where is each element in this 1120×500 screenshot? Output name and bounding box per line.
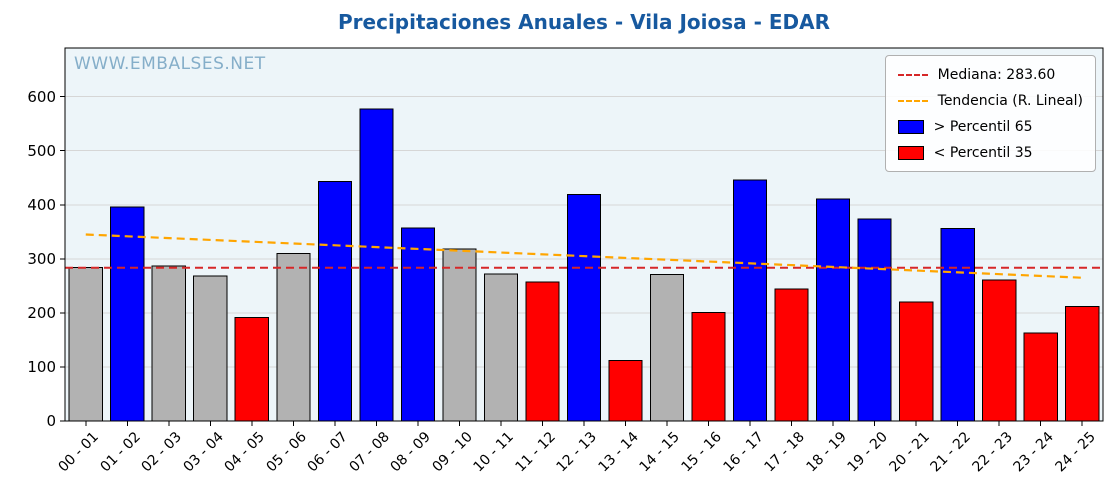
y-tick-label-300: 300 <box>27 249 56 268</box>
bar-16-17 <box>732 179 768 422</box>
legend-item-median: Mediana: 283.60 <box>897 63 1083 86</box>
bar-22-23 <box>982 279 1017 422</box>
bar-19-20 <box>857 218 892 422</box>
y-tick-label-200: 200 <box>27 303 56 322</box>
median-line-swatch <box>897 73 928 76</box>
watermark: WWW.EMBALSES.NET <box>74 54 266 74</box>
bar-11-12 <box>525 281 560 422</box>
bar-03-04 <box>193 275 228 422</box>
bar-09-10 <box>442 248 477 422</box>
bar-18-19 <box>816 198 851 422</box>
bar-05-06 <box>276 252 311 422</box>
y-tick-label-600: 600 <box>27 87 56 106</box>
y-tick-label-500: 500 <box>27 141 56 160</box>
bar-24-25 <box>1065 305 1100 422</box>
bar-20-21 <box>899 301 934 422</box>
red-bar-swatch <box>897 145 924 160</box>
y-tick-label-400: 400 <box>27 195 56 214</box>
bar-00-01 <box>68 266 103 422</box>
legend-item-p65: > Percentil 65 <box>897 115 1083 138</box>
bar-01-02 <box>110 206 145 422</box>
legend-item-p35: < Percentil 35 <box>897 141 1083 164</box>
bar-12-13 <box>566 193 602 422</box>
trend-line <box>85 233 1083 279</box>
legend-label-p65: > Percentil 65 <box>933 118 1033 135</box>
legend-item-trend: Tendencia (R. Lineal) <box>897 89 1083 112</box>
legend-label-p35: < Percentil 35 <box>933 144 1033 161</box>
bar-15-16 <box>691 311 726 422</box>
bar-08-09 <box>400 227 436 422</box>
bar-23-24 <box>1023 332 1058 422</box>
bar-17-18 <box>774 288 809 422</box>
bar-07-08 <box>359 108 394 422</box>
y-tick-label-0: 0 <box>46 412 56 430</box>
legend: Mediana: 283.60 Tendencia (R. Lineal) > … <box>884 55 1096 172</box>
y-tick-label-100: 100 <box>27 357 56 376</box>
bar-21-22 <box>940 228 975 422</box>
bar-04-05 <box>234 317 269 422</box>
bar-02-03 <box>151 265 186 422</box>
trend-line-swatch <box>897 99 928 102</box>
legend-label-trend: Tendencia (R. Lineal) <box>937 92 1083 109</box>
bar-06-07 <box>317 181 352 422</box>
bar-14-15 <box>649 274 685 422</box>
bar-10-11 <box>483 273 519 422</box>
legend-label-median: Mediana: 283.60 <box>937 66 1056 83</box>
bar-13-14 <box>608 359 643 422</box>
chart-title: Precipitaciones Anuales - Vila Joiosa - … <box>338 10 830 34</box>
blue-bar-swatch <box>897 119 924 134</box>
